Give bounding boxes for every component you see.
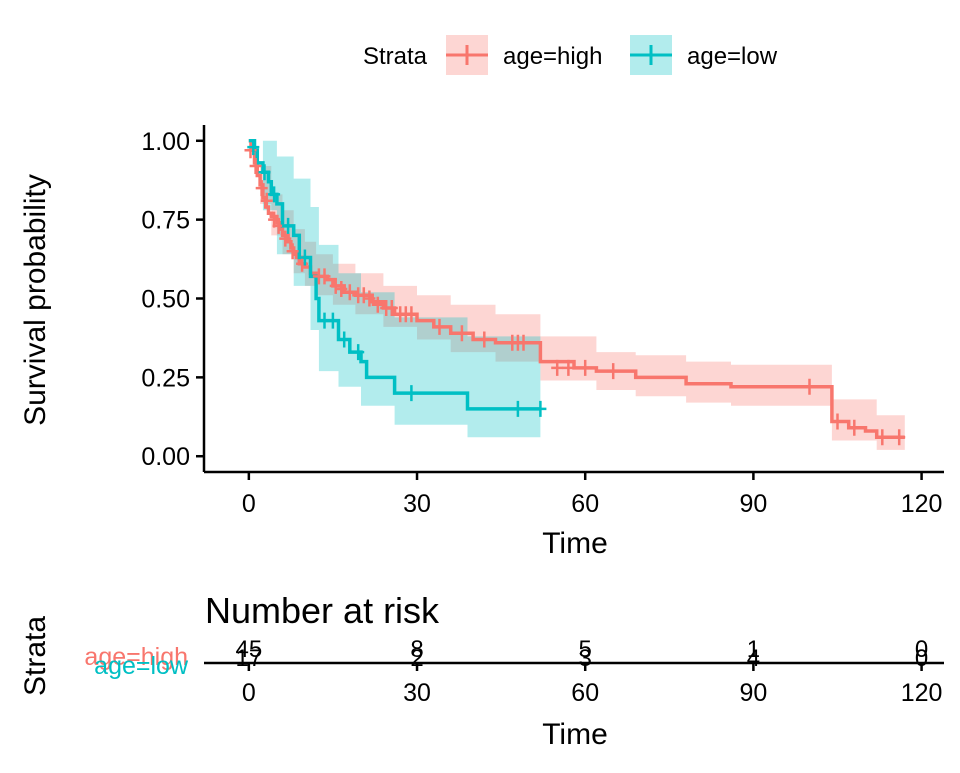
risk-table-title: Number at risk: [205, 590, 440, 631]
censor-mark-age-high: [385, 300, 398, 316]
censor-mark-age-low: [534, 400, 547, 417]
confidence-bands: [248, 140, 905, 450]
y-tick-label: 1.00: [141, 128, 190, 156]
legend-label-age-high: age=high: [503, 43, 602, 70]
censor-mark-age-high: [803, 378, 816, 395]
risk-x-tick-label: 0: [242, 679, 256, 707]
censor-mark-age-high: [876, 429, 889, 446]
legend-label-age-low: age=low: [687, 43, 778, 70]
censor-mark-age-high: [357, 287, 370, 304]
censor-mark-age-low: [352, 344, 365, 361]
risk-table-y-axis-title: Strata: [19, 616, 52, 696]
risk-table-panel: Number at risk 45 8 5 1 017 2 3 4 0 age=highage=…: [19, 590, 944, 751]
risk-row-label-age-high: age=high: [84, 643, 188, 671]
legend: Strata age=high age=low: [363, 35, 778, 75]
risk-cell-age-high: 1: [747, 636, 760, 663]
risk-cell-age-high: 8: [410, 636, 423, 663]
censor-mark-age-high: [831, 413, 844, 430]
legend-item-age-high: age=high: [446, 35, 602, 75]
x-tick-label: 90: [739, 490, 767, 518]
risk-table-x-axis-title: Time: [542, 718, 608, 751]
x-tick-label: 30: [403, 490, 431, 518]
x-tick-label: 0: [242, 490, 256, 518]
censor-mark-age-high: [433, 318, 446, 335]
legend-item-age-low: age=low: [630, 35, 778, 75]
censor-mark-age-low: [511, 400, 524, 417]
risk-table-cells: 45 8 5 1 017 2 3 4 0: [235, 636, 928, 672]
risk-x-tick-label: 60: [571, 679, 599, 707]
risk-cell-age-low: 2: [410, 645, 423, 672]
x-tick-label: 120: [901, 490, 943, 518]
y-tick-label: 0.25: [141, 364, 190, 392]
censor-mark-age-high: [551, 359, 564, 376]
risk-cell-age-low: 3: [579, 645, 592, 672]
survival-panel: 0.00 0.25 0.50 0.75 1.00 0 30 60 90 120 Time Sur…: [19, 125, 944, 560]
censor-marks: [244, 139, 906, 446]
censor-mark-age-high: [562, 359, 575, 376]
censor-mark-age-high: [335, 281, 348, 297]
censor-mark-age-low: [282, 217, 295, 234]
censor-mark-age-high: [607, 363, 620, 380]
risk-x-tick-label: 90: [739, 679, 767, 707]
y-axis-ticks: 0.00 0.25 0.50 0.75 1.00: [141, 128, 204, 471]
censor-mark-age-low: [268, 186, 281, 203]
risk-table-x-ticks: 0 30 60 90 120: [242, 663, 943, 707]
censor-mark-age-low: [405, 385, 418, 402]
confidence-band-age-low: [248, 140, 541, 438]
censor-mark-age-low: [258, 164, 271, 181]
y-tick-label: 0.00: [141, 443, 190, 471]
x-axis-title: Time: [542, 527, 608, 560]
censor-mark-age-high: [848, 419, 861, 436]
risk-x-tick-label: 30: [403, 679, 431, 707]
censor-mark-age-high: [286, 243, 299, 260]
censor-mark-age-high: [343, 284, 356, 301]
confidence-band-age-high: [248, 140, 905, 450]
censor-mark-age-low: [338, 331, 351, 348]
censor-mark-age-high: [517, 334, 530, 351]
risk-cell-age-low: 4: [747, 645, 760, 672]
risk-x-tick-label: 120: [901, 679, 943, 707]
censor-mark-age-high: [579, 359, 592, 376]
legend-title: Strata: [363, 43, 428, 70]
censor-mark-age-low: [298, 249, 311, 266]
risk-row-label-age-low: age=low: [94, 652, 189, 680]
y-axis-title: Survival probability: [19, 174, 52, 426]
y-tick-label: 0.50: [141, 286, 190, 314]
censor-mark-age-high: [405, 306, 418, 323]
censor-mark-age-high: [371, 296, 384, 313]
x-tick-label: 60: [571, 490, 599, 518]
censor-mark-age-high: [329, 277, 342, 294]
censor-mark-age-high: [455, 325, 468, 342]
censor-mark-age-low: [247, 139, 260, 156]
censor-mark-age-high: [478, 331, 491, 348]
censor-mark-age-high: [255, 180, 268, 197]
risk-cell-age-high: 5: [579, 636, 592, 663]
censor-mark-age-high: [318, 268, 331, 285]
censor-mark-age-high: [893, 429, 906, 446]
censor-mark-age-high: [363, 290, 376, 307]
censor-mark-age-high: [260, 192, 273, 209]
y-tick-label: 0.75: [141, 207, 190, 235]
risk-cell-age-low: 0: [915, 645, 928, 672]
censor-mark-age-low: [326, 312, 339, 329]
risk-cell-age-high: 0: [915, 636, 928, 663]
censor-mark-age-high: [279, 230, 292, 247]
survival-curve-age-high: [248, 139, 905, 440]
risk-cell-age-high: 45: [235, 636, 262, 663]
x-axis-ticks: 0 30 60 90 120: [242, 472, 943, 518]
censor-mark-age-high: [249, 158, 262, 174]
